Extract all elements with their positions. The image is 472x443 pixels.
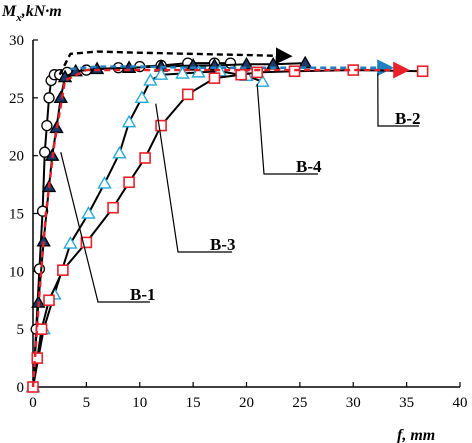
data-point bbox=[35, 323, 48, 335]
y-axis-title-rest: ,kN·m bbox=[21, 3, 62, 20]
y-tick-label: 10 bbox=[9, 264, 24, 280]
data-point bbox=[153, 67, 169, 80]
leader-line bbox=[60, 152, 150, 303]
leader-line bbox=[155, 103, 232, 253]
data-point bbox=[181, 88, 194, 101]
data-point bbox=[139, 152, 151, 164]
annotation-label: B-3 bbox=[210, 235, 236, 254]
y-ticks: 0 5 10 15 20 25 30 bbox=[9, 33, 38, 396]
data-point bbox=[251, 66, 263, 79]
data-point bbox=[80, 236, 93, 249]
data-point bbox=[97, 176, 112, 189]
annotation-b-1: B-1 bbox=[60, 152, 156, 304]
x-tick-label: 5 bbox=[83, 395, 91, 411]
annotation-label: B-2 bbox=[395, 109, 421, 128]
x-tick-label: 20 bbox=[239, 395, 254, 411]
data-point bbox=[155, 119, 167, 132]
leader-line bbox=[256, 83, 318, 175]
data-point bbox=[143, 73, 158, 86]
data-point bbox=[121, 114, 137, 128]
axes: 0 5 10 15 20 25 30 35 40 0 5 10 15 20 25 30 bbox=[9, 33, 468, 411]
data-point bbox=[33, 263, 46, 275]
y-tick-label: 20 bbox=[9, 149, 24, 165]
data-point bbox=[112, 145, 127, 159]
leader-line bbox=[377, 73, 419, 127]
data-point bbox=[63, 236, 78, 249]
y-tick-label: 25 bbox=[9, 91, 24, 107]
series-layer bbox=[25, 47, 429, 393]
x-tick-label: 30 bbox=[346, 395, 361, 411]
data-point bbox=[41, 119, 53, 132]
y-tick-label: 0 bbox=[17, 380, 25, 396]
x-tick-label: 10 bbox=[132, 395, 147, 411]
series-b-2-extension bbox=[70, 59, 394, 77]
series-line bbox=[32, 69, 423, 388]
annotation-b-4: B-4 bbox=[256, 83, 322, 176]
data-point bbox=[255, 74, 270, 87]
x-ticks: 0 5 10 15 20 25 30 35 40 bbox=[29, 382, 468, 411]
series-line bbox=[32, 62, 306, 388]
annotation-layer: B-1 B-2 B-3 B-4 bbox=[60, 73, 421, 304]
series-line bbox=[32, 70, 263, 388]
series-line bbox=[31, 61, 410, 388]
data-point bbox=[123, 176, 135, 189]
data-point bbox=[208, 72, 221, 84]
annotation-label: B-1 bbox=[130, 285, 156, 304]
data-point bbox=[416, 65, 429, 78]
series-line bbox=[58, 47, 293, 76]
y-axis-title-main: M bbox=[1, 3, 17, 20]
y-tick-label: 15 bbox=[9, 207, 24, 223]
data-point bbox=[107, 201, 119, 214]
series-line bbox=[70, 59, 394, 77]
data-point bbox=[191, 64, 206, 78]
data-point bbox=[53, 90, 68, 104]
x-tick-label: 35 bbox=[399, 395, 414, 411]
data-point bbox=[81, 206, 96, 219]
series-b-4 bbox=[27, 64, 429, 393]
x-tick-label: 25 bbox=[292, 395, 307, 411]
x-tick-label: 0 bbox=[29, 395, 37, 411]
data-point bbox=[175, 66, 190, 79]
series-b-3 bbox=[25, 63, 270, 393]
data-point bbox=[43, 294, 55, 307]
data-point bbox=[43, 92, 55, 104]
data-point bbox=[57, 264, 69, 276]
annotation-label: B-4 bbox=[296, 157, 322, 176]
y-tick-label: 5 bbox=[17, 322, 25, 338]
y-axis-title-sub: x bbox=[15, 12, 22, 24]
annotation-b-2: B-2 bbox=[377, 73, 421, 128]
series-b-4-extension bbox=[31, 61, 410, 388]
x-tick-label: 40 bbox=[453, 395, 468, 411]
y-axis-title: Mx,kN·m bbox=[1, 3, 62, 24]
data-point bbox=[235, 68, 247, 81]
x-axis-title: f, mm bbox=[397, 427, 435, 443]
x-tick-label: 15 bbox=[186, 395, 201, 411]
data-point bbox=[39, 146, 51, 158]
data-point bbox=[31, 352, 44, 364]
y-tick-label: 30 bbox=[9, 33, 24, 49]
series-b-2 bbox=[25, 55, 313, 393]
annotation-b-3: B-3 bbox=[155, 103, 236, 254]
data-point bbox=[134, 90, 150, 104]
series-line bbox=[32, 62, 231, 388]
series-b-1-extension bbox=[58, 47, 293, 76]
